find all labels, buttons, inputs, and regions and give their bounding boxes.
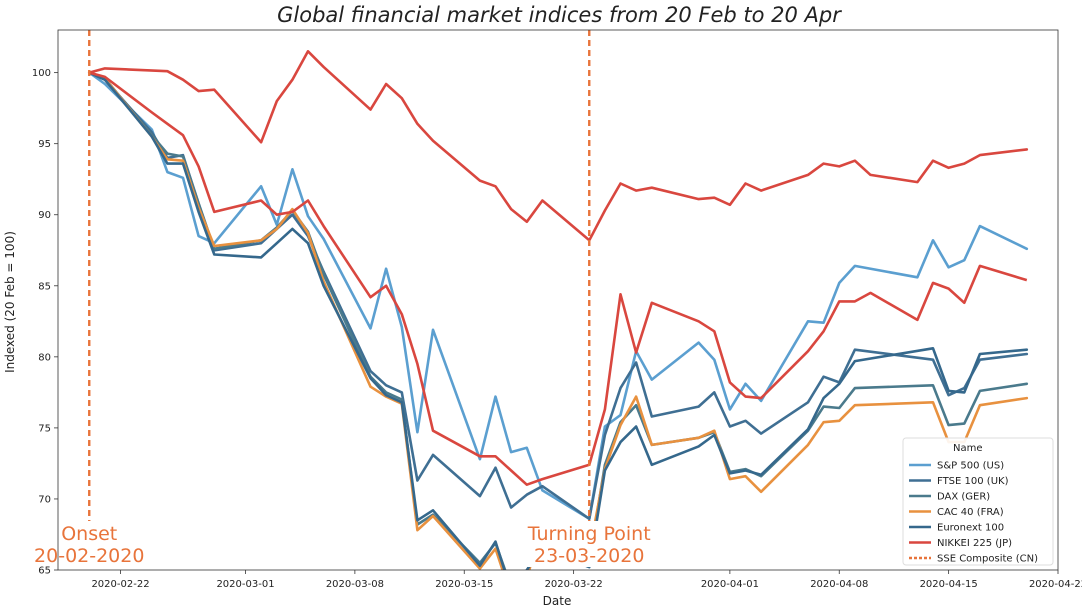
legend: Name S&P 500 (US) FTSE 100 (UK) DAX (GER) CA… (902, 437, 1054, 566)
x-tick-label-1: 2020-03-01 (216, 579, 274, 590)
x-tick-label-5: 2020-04-01 (701, 579, 759, 590)
x-tick-label-6: 2020-04-08 (810, 579, 868, 590)
series-line-5 (88, 50, 1029, 242)
annotation-title-0: Onset (61, 523, 117, 545)
x-tick-label-0: 2020-02-22 (91, 579, 149, 590)
y-tick-label-0: 65 (38, 566, 51, 577)
series-line-0 (88, 71, 1029, 521)
x-axis-label: Date (543, 594, 572, 608)
series-line-4 (88, 71, 1029, 570)
plot-frame (57, 29, 1059, 571)
x-tick-label-7: 2020-04-15 (920, 579, 978, 590)
annotation-date-0: 20-02-2020 (34, 545, 144, 567)
series-line-3 (88, 71, 1029, 570)
axes-layer: 65 70 75 80 85 90 95 100 2020-02-22 2020-03-01 202… (32, 29, 1082, 590)
legend-label-3: CAC 40 (FRA) (937, 507, 1004, 518)
y-tick-label-4: 85 (38, 281, 51, 292)
y-tick-label-2: 75 (38, 423, 51, 434)
legend-title: Name (953, 443, 983, 454)
legend-label-6: SSE Composite (CN) (937, 554, 1038, 565)
x-tick-label-8: 2020-04-22 (1029, 579, 1082, 590)
y-tick-label-1: 70 (38, 494, 51, 505)
y-axis-label: Indexed (20 Feb = 100) (3, 231, 17, 373)
y-tick-label-3: 80 (38, 352, 51, 363)
annotation-date-1: 23-03-2020 (534, 545, 644, 567)
legend-label-0: S&P 500 (US) (937, 461, 1004, 472)
legend-label-2: DAX (GER) (937, 492, 990, 503)
x-tick-label-3: 2020-03-15 (435, 579, 493, 590)
annotation-title-1: Turning Point (527, 523, 651, 545)
series-line-1 (88, 71, 1029, 521)
y-tick-label-5: 90 (38, 210, 51, 221)
legend-box (902, 437, 1054, 566)
legend-label-4: Euronext 100 (937, 523, 1004, 534)
x-tick-label-2: 2020-03-08 (326, 579, 384, 590)
series-line-6 (88, 71, 1028, 486)
legend-label-1: FTSE 100 (UK) (937, 476, 1009, 487)
legend-label-5: NIKKEI 225 (JP) (937, 538, 1012, 549)
x-tick-label-4: 2020-03-22 (545, 579, 603, 590)
annotation-bg-1 (527, 521, 652, 567)
annotation-bg-0 (27, 521, 152, 567)
y-tick-label-6: 95 (38, 139, 51, 150)
y-tick-label-7: 100 (32, 68, 51, 79)
chart-title: Global financial market indices from 20 … (277, 3, 842, 27)
series-line-2 (88, 71, 1029, 570)
series-layer (88, 50, 1029, 570)
